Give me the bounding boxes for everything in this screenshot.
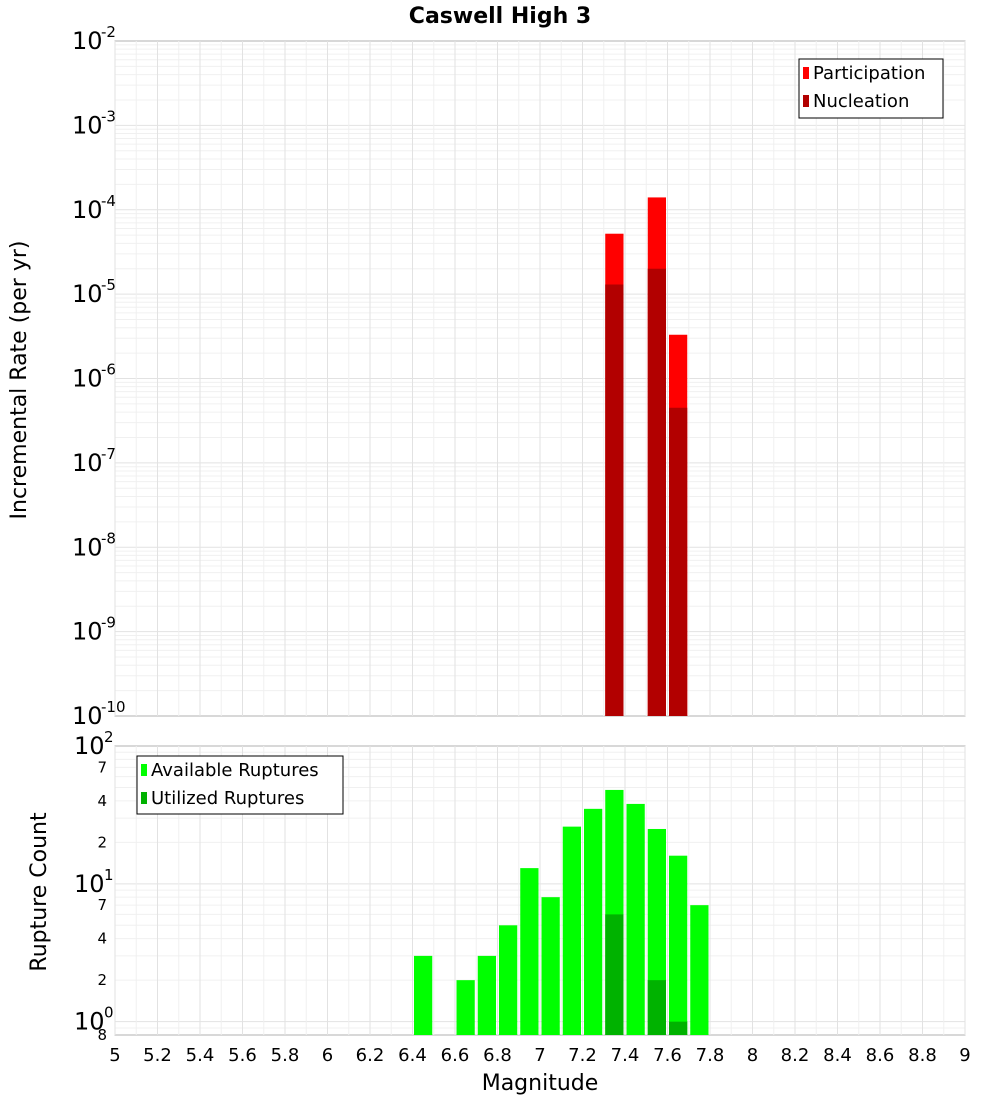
x-tick-label: 7.6: [653, 1045, 682, 1066]
bottom-bar-available-ruptures: [690, 905, 709, 1035]
top-y-tick-exponent: -3: [101, 107, 116, 125]
bottom-bar-available-ruptures: [499, 925, 518, 1035]
top-bar-nucleation: [605, 284, 624, 716]
top-bar-nucleation: [669, 407, 688, 716]
bottom-bar-available-ruptures: [584, 808, 603, 1035]
legend-swatch: [803, 95, 809, 107]
x-tick-label: 6.2: [356, 1045, 385, 1066]
x-tick-label: 5.4: [186, 1045, 215, 1066]
top-y-tick-label: 10: [72, 280, 103, 308]
bottom-y-minor-tick-label: 2: [97, 971, 107, 989]
legend-label: Utilized Ruptures: [151, 788, 304, 809]
top-legend: Participation Nucleation: [798, 58, 944, 119]
bottom-bar-available-ruptures: [477, 955, 496, 1035]
bottom-y-axis-label: Rupture Count: [27, 812, 52, 972]
top-y-tick-label: 10: [72, 533, 103, 561]
x-tick-label: 7: [534, 1045, 545, 1066]
bottom-bar-utilized-ruptures: [605, 914, 624, 1035]
chart-title: Caswell High 3: [409, 4, 591, 29]
x-tick-label: 6: [322, 1045, 333, 1066]
bottom-bar-available-ruptures: [414, 955, 433, 1035]
x-tick-label: 5.8: [271, 1045, 300, 1066]
top-y-tick-label: 10: [72, 111, 103, 139]
top-y-axis-label: Incremental Rate (per yr): [7, 241, 32, 520]
x-tick-label: 8.2: [781, 1045, 810, 1066]
x-axis-label: Magnitude: [482, 1071, 599, 1096]
x-tick-label: 7.8: [696, 1045, 725, 1066]
legend-label: Participation: [813, 63, 925, 84]
bottom-bar-available-ruptures: [626, 803, 645, 1035]
bottom-y-minor-tick-label: 2: [97, 833, 107, 851]
x-tick-label: 8.8: [908, 1045, 937, 1066]
bottom-y-tick-exponent: 0: [104, 1004, 114, 1022]
x-tick-label: 6.4: [398, 1045, 427, 1066]
bottom-bar-available-ruptures: [669, 855, 688, 1035]
bottom-y-tick-label: 10: [74, 732, 105, 760]
bottom-bar-available-ruptures: [456, 980, 475, 1035]
top-y-tick-exponent: -5: [101, 276, 116, 294]
bottom-y-minor-tick-label: 8: [97, 1026, 107, 1044]
x-tick-label: 7.2: [568, 1045, 597, 1066]
top-grid: [114, 41, 966, 716]
top-y-tick-exponent: -10: [101, 698, 126, 716]
bottom-y-tick-exponent: 2: [104, 728, 114, 746]
top-y-tick-label: 10: [72, 618, 103, 646]
top-y-tick-exponent: -9: [101, 614, 116, 632]
bottom-bar-available-ruptures: [520, 868, 539, 1035]
top-y-tick-exponent: -6: [101, 361, 116, 379]
top-y-tick-label: 10: [72, 702, 103, 730]
top-y-tick-exponent: -2: [101, 23, 116, 41]
x-tick-label: 8.4: [823, 1045, 852, 1066]
bottom-bar-available-ruptures: [562, 826, 581, 1035]
bottom-y-minor-tick-label: 7: [97, 896, 107, 914]
bottom-bar-available-ruptures: [541, 897, 560, 1035]
legend-swatch: [141, 764, 147, 776]
top-bar-nucleation: [647, 268, 666, 716]
x-tick-label: 5.6: [228, 1045, 257, 1066]
legend-box: [798, 58, 944, 119]
x-tick-label: 6.8: [483, 1045, 512, 1066]
top-y-tick-exponent: -4: [101, 192, 116, 210]
x-tick-label: 7.4: [611, 1045, 640, 1066]
bottom-bars: [414, 789, 709, 1035]
bottom-bar-utilized-ruptures: [647, 980, 666, 1035]
x-tick-label: 9: [959, 1045, 970, 1066]
bottom-legend: Available Ruptures Utilized Ruptures: [136, 755, 344, 815]
bottom-y-tick-label: 10: [74, 1008, 105, 1036]
bottom-grid: [114, 746, 966, 1035]
bottom-y-minor-tick-label: 7: [97, 758, 107, 776]
x-tick-label: 8: [747, 1045, 758, 1066]
x-tick-label: 8.6: [866, 1045, 895, 1066]
bottom-y-tick-exponent: 1: [104, 866, 114, 884]
bottom-y-minor-tick-label: 4: [97, 930, 107, 948]
top-y-tick-label: 10: [72, 27, 103, 55]
x-tick-label: 5: [109, 1045, 120, 1066]
top-y-tick-exponent: -7: [101, 445, 116, 463]
top-y-tick-label: 10: [72, 449, 103, 477]
legend-swatch: [141, 792, 147, 804]
legend-swatch: [803, 67, 809, 79]
top-y-tick-exponent: -8: [101, 529, 116, 547]
legend-label: Nucleation: [813, 91, 909, 112]
x-tick-label: 5.2: [143, 1045, 172, 1066]
bottom-bar-utilized-ruptures: [669, 1021, 688, 1035]
x-ticks: 5 5.2 5.4 5.6 5.8 6 6.2 6.4 6.6 6.8 7 7.2 7.4 7.6 7.8 8…: [109, 1045, 970, 1066]
top-y-tick-label: 10: [72, 196, 103, 224]
legend-label: Available Ruptures: [151, 760, 319, 781]
legend-box: [136, 755, 344, 815]
x-tick-label: 6.6: [441, 1045, 470, 1066]
bottom-y-tick-label: 10: [74, 870, 105, 898]
bottom-y-minor-tick-label: 4: [97, 792, 107, 810]
top-y-tick-label: 10: [72, 365, 103, 393]
top-bars: [605, 197, 688, 717]
